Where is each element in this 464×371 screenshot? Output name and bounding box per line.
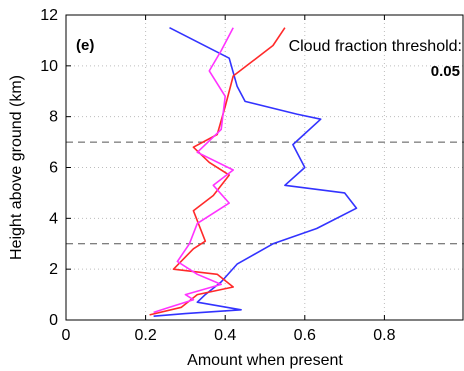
x-tick-label: 0 [62,327,71,344]
y-tick-label: 12 [40,7,58,24]
plot-frame [65,14,464,321]
y-axis-ticks: 0 2 4 6 8 10 12 [40,7,71,329]
y-tick-label: 8 [49,109,58,126]
annotation-threshold-label: Cloud fraction threshold: [289,38,462,55]
y-tick-label: 0 [49,312,58,329]
series-line-2 [149,27,286,316]
x-tick-label: 0.8 [373,327,395,344]
y-tick-label: 2 [49,261,58,278]
panel-label: (e) [76,37,94,54]
y-axis-label: Height above ground (km) [8,75,25,260]
annotation-threshold-value: 0.05 [431,63,460,80]
x-axis-label: Amount when present [187,352,343,369]
x-tick-label: 0.6 [294,327,316,344]
series-line-1 [153,26,358,317]
x-tick-label: 0.2 [134,327,156,344]
y-tick-label: 10 [40,58,58,75]
reference-lines [66,141,464,245]
y-tick-label: 6 [49,160,58,177]
series-line-3 [153,27,234,314]
y-tick-label: 4 [49,210,58,227]
x-tick-label: 0.4 [214,327,236,344]
x-axis-ticks: 0 0.2 0.4 0.6 0.8 [62,15,396,344]
series-lines [149,26,358,317]
grid [66,15,464,320]
